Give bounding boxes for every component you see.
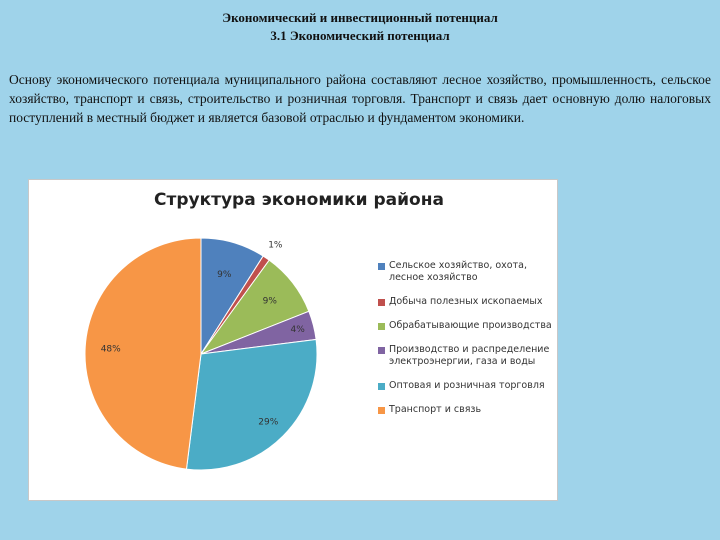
legend-entry: Транспорт и связь (378, 404, 553, 416)
chart-legend: Сельское хозяйство, охота, лесное хозяйс… (378, 260, 553, 428)
pie-chart: Структура экономики района 9% 1% 9% 4% 29% 48… (28, 179, 558, 501)
slice-label: 1% (268, 241, 283, 251)
legend-label: Транспорт и связь (389, 404, 482, 415)
legend-swatch (378, 407, 385, 414)
legend-entry: Оптовая и розничная торговля (378, 380, 553, 392)
legend-label: Оптовая и розничная торговля (389, 380, 545, 391)
legend-entry: Обрабатывающие производства (378, 320, 553, 332)
legend-label: Производство и распределение электроэнер… (389, 344, 550, 367)
legend-label: Обрабатывающие производства (389, 320, 552, 331)
legend-swatch (378, 263, 385, 270)
pie-slice (84, 237, 202, 470)
legend-swatch (378, 347, 385, 354)
legend-swatch (378, 323, 385, 330)
legend-label: Добыча полезных ископаемых (389, 296, 543, 307)
legend-entry: Добыча полезных ископаемых (378, 296, 553, 308)
pie-svg: 9% 1% 9% 4% 29% 48% (84, 237, 318, 471)
slice-label: 48% (101, 344, 121, 354)
slice-label: 9% (263, 297, 278, 307)
section-title: Экономический и инвестиционный потенциал (222, 10, 498, 25)
legend-swatch (378, 299, 385, 306)
slice-label: 4% (290, 325, 305, 335)
chart-title: Структура экономики района (154, 190, 444, 210)
slice-label: 29% (258, 417, 278, 427)
description-paragraph: Основу экономического потенциала муницип… (9, 72, 711, 125)
subsection-title: 3.1 Экономический потенциал (270, 28, 450, 43)
slice-label: 9% (217, 270, 232, 280)
pie-slice (185, 338, 318, 471)
legend-entry: Сельское хозяйство, охота, лесное хозяйс… (378, 260, 553, 284)
legend-label: Сельское хозяйство, охота, лесное хозяйс… (389, 260, 527, 283)
legend-entry: Производство и распределение электроэнер… (378, 344, 553, 368)
legend-swatch (378, 383, 385, 390)
